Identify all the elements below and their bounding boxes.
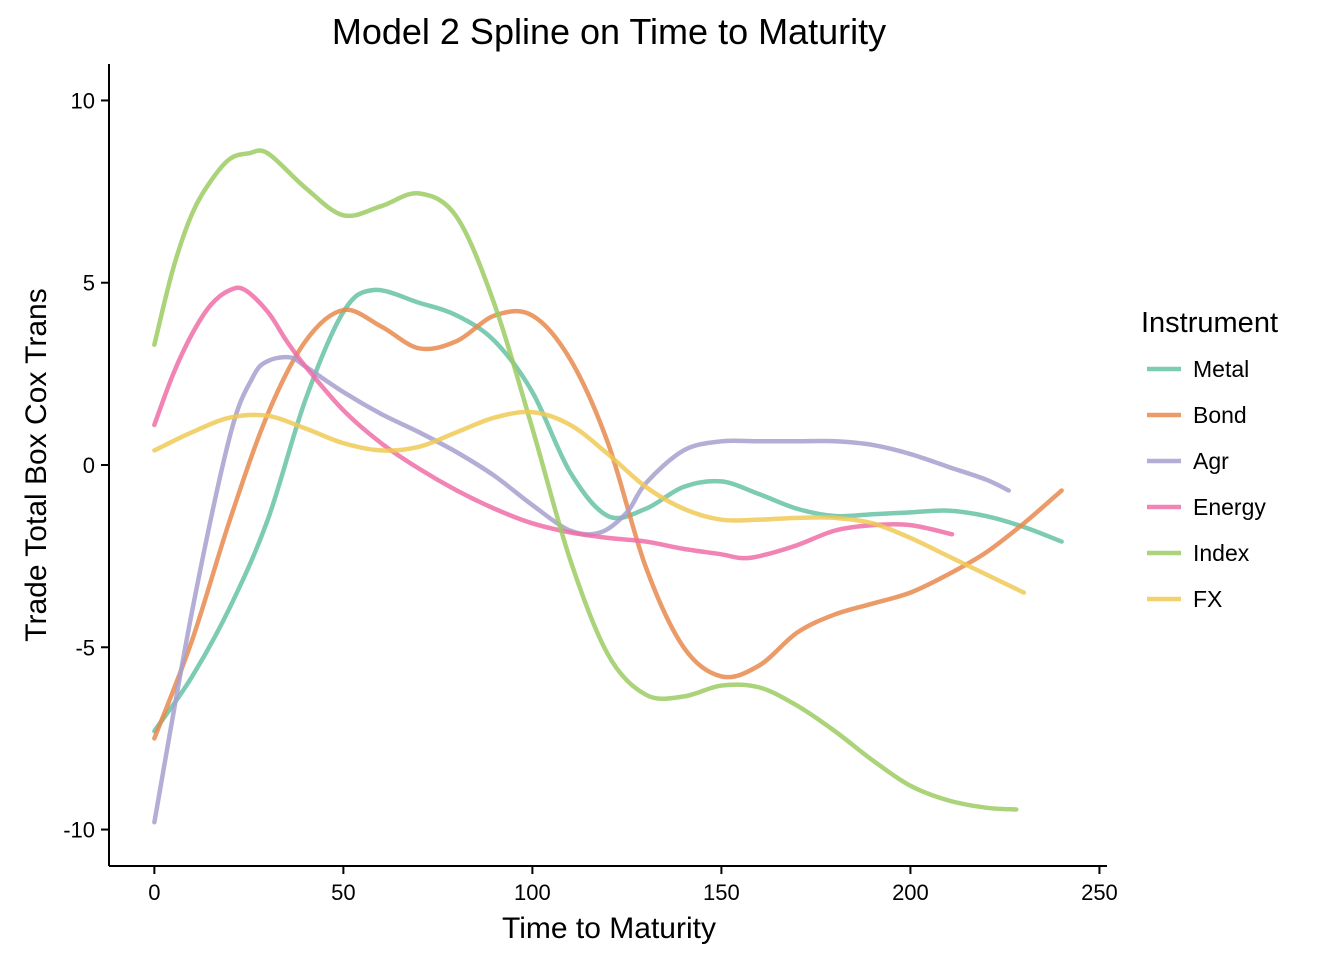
legend-label: Agr (1193, 448, 1229, 474)
y-ticks: 10 5 0 -5 -10 (63, 88, 109, 843)
chart-title: Model 2 Spline on Time to Maturity (332, 11, 886, 52)
legend-label: Metal (1193, 356, 1249, 382)
legend-title: Instrument (1141, 307, 1278, 339)
y-tick-label: 5 (83, 271, 95, 296)
legend: Instrument Metal Bond Agr Energy Index FX (1141, 307, 1278, 612)
series-line-index (152, 148, 1019, 812)
x-tick-label: 50 (331, 880, 355, 905)
legend-items: Metal Bond Agr Energy Index FX (1147, 356, 1266, 612)
legend-label: FX (1193, 586, 1222, 612)
series-layer (152, 148, 1064, 825)
y-tick-label: -5 (75, 635, 95, 660)
legend-item-agr: Agr (1147, 448, 1229, 474)
legend-item-metal: Metal (1147, 356, 1249, 382)
x-axis-title: Time to Maturity (502, 912, 716, 945)
legend-label: Index (1193, 540, 1250, 566)
series-line-metal (152, 287, 1064, 734)
legend-label: Energy (1193, 494, 1266, 520)
y-tick-label: 0 (83, 453, 95, 478)
legend-label: Bond (1193, 402, 1247, 428)
series-line-agr (152, 354, 1011, 825)
legend-item-energy: Energy (1147, 494, 1266, 520)
x-tick-label: 150 (703, 880, 740, 905)
series-line-energy (152, 285, 955, 561)
x-tick-label: 0 (148, 880, 160, 905)
x-ticks: 0 50 100 150 200 250 (148, 866, 1118, 905)
legend-item-index: Index (1147, 540, 1250, 566)
x-tick-label: 100 (514, 880, 551, 905)
y-tick-label: 10 (71, 88, 95, 113)
legend-item-fx: FX (1147, 586, 1222, 612)
y-tick-label: -10 (63, 818, 95, 843)
series-line-bond (152, 307, 1064, 741)
x-tick-label: 200 (892, 880, 929, 905)
series-line-fx (152, 409, 1027, 595)
legend-item-bond: Bond (1147, 402, 1247, 428)
x-tick-label: 250 (1081, 880, 1118, 905)
y-axis-title: Trade Total Box Cox Trans (20, 288, 53, 642)
